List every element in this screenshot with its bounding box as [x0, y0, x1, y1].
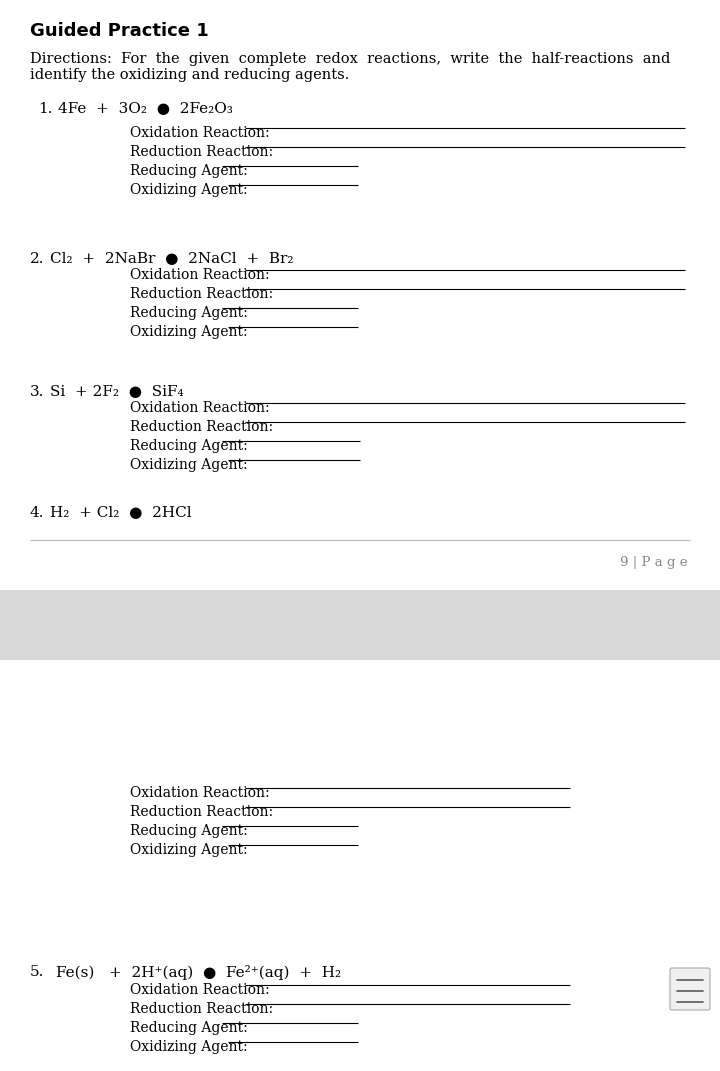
Text: Oxidizing Agent:: Oxidizing Agent: — [130, 843, 248, 857]
Text: Oxidizing Agent:: Oxidizing Agent: — [130, 325, 248, 340]
Text: Reduction Reaction:: Reduction Reaction: — [130, 805, 273, 819]
Text: 9 | P a g e: 9 | P a g e — [621, 556, 688, 569]
Text: Oxidation Reaction:: Oxidation Reaction: — [130, 786, 269, 800]
Text: Oxidizing Agent:: Oxidizing Agent: — [130, 458, 248, 472]
Text: Reduction Reaction:: Reduction Reaction: — [130, 420, 273, 434]
Text: Si  + 2F₂  ●  SiF₄: Si + 2F₂ ● SiF₄ — [50, 384, 184, 399]
Text: Oxidizing Agent:: Oxidizing Agent: — [130, 183, 248, 197]
Text: Reduction Reaction:: Reduction Reaction: — [130, 145, 273, 159]
Text: Fe(s)   +  2H⁺(aq)  ●  Fe²⁺(aq)  +  H₂: Fe(s) + 2H⁺(aq) ● Fe²⁺(aq) + H₂ — [56, 965, 341, 980]
FancyBboxPatch shape — [670, 968, 710, 1010]
Text: Cl₂  +  2NaBr  ●  2NaCl  +  Br₂: Cl₂ + 2NaBr ● 2NaCl + Br₂ — [50, 252, 294, 266]
Text: Reduction Reaction:: Reduction Reaction: — [130, 287, 273, 301]
Bar — [0, 590, 720, 660]
Text: Reducing Agent:: Reducing Agent: — [130, 164, 248, 178]
Text: H₂  + Cl₂  ●  2HCl: H₂ + Cl₂ ● 2HCl — [50, 506, 192, 521]
Text: Reducing Agent:: Reducing Agent: — [130, 439, 248, 453]
Text: 5.: 5. — [30, 965, 45, 979]
Text: identify the oxidizing and reducing agents.: identify the oxidizing and reducing agen… — [30, 67, 349, 82]
Text: Oxidation Reaction:: Oxidation Reaction: — [130, 126, 269, 140]
Text: Oxidizing Agent:: Oxidizing Agent: — [130, 1040, 248, 1054]
Text: Oxidation Reaction:: Oxidation Reaction: — [130, 401, 269, 414]
Text: 2.: 2. — [30, 252, 45, 266]
Text: Oxidation Reaction:: Oxidation Reaction: — [130, 268, 269, 282]
Text: 4Fe  +  3O₂  ●  2Fe₂O₃: 4Fe + 3O₂ ● 2Fe₂O₃ — [58, 102, 233, 116]
Text: Oxidation Reaction:: Oxidation Reaction: — [130, 983, 269, 997]
Text: Reducing Agent:: Reducing Agent: — [130, 306, 248, 320]
Text: Directions:  For  the  given  complete  redox  reactions,  write  the  half-reac: Directions: For the given complete redox… — [30, 52, 670, 66]
Text: Guided Practice 1: Guided Practice 1 — [30, 22, 209, 40]
Text: 3.: 3. — [30, 384, 45, 399]
Text: Reduction Reaction:: Reduction Reaction: — [130, 1002, 273, 1016]
Text: 4.: 4. — [30, 506, 45, 521]
Text: 1.: 1. — [38, 102, 53, 116]
Text: Reducing Agent:: Reducing Agent: — [130, 1021, 248, 1035]
Text: Reducing Agent:: Reducing Agent: — [130, 824, 248, 838]
